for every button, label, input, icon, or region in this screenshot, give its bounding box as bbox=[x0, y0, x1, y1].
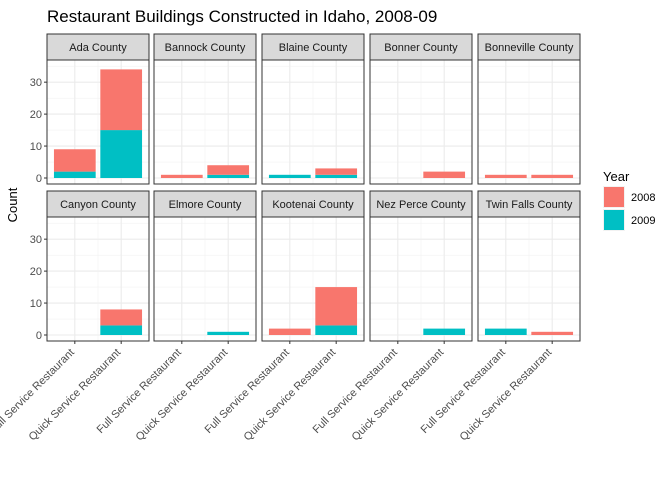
bar-2009 bbox=[268, 174, 311, 178]
legend-swatch-2008 bbox=[604, 187, 624, 207]
panel-border bbox=[369, 59, 473, 185]
facet-strip bbox=[46, 33, 150, 61]
y-tick-label: 20 bbox=[30, 266, 42, 278]
bar-2009 bbox=[315, 325, 358, 335]
bar-2009 bbox=[100, 130, 143, 178]
bar-2008 bbox=[315, 168, 358, 175]
facet-strip bbox=[261, 190, 365, 218]
y-tick-label: 20 bbox=[30, 109, 42, 121]
y-tick-label: 30 bbox=[30, 77, 42, 89]
bar-2009 bbox=[484, 328, 527, 335]
bar-2008 bbox=[423, 171, 466, 178]
legend: Year 2008 2009 bbox=[603, 169, 655, 231]
facet-strip-label: Bannock County bbox=[165, 42, 246, 54]
panel-border bbox=[477, 216, 581, 342]
facet-strip-label: Twin Falls County bbox=[486, 199, 573, 211]
bar-2009 bbox=[100, 325, 143, 335]
facet-ada-county: Ada County 0 10 20 30 bbox=[30, 33, 150, 185]
y-tick-label: 30 bbox=[30, 234, 42, 246]
chart-title: Restaurant Buildings Constructed in Idah… bbox=[47, 7, 437, 26]
facet-strip bbox=[46, 190, 150, 218]
facet-strip-label: Nez Perce County bbox=[376, 199, 466, 211]
panel-border bbox=[153, 216, 257, 342]
y-axis-title: Count bbox=[5, 187, 20, 222]
legend-label-2009: 2009 bbox=[631, 215, 655, 227]
panel-border bbox=[261, 59, 365, 185]
bar-2008 bbox=[100, 69, 143, 131]
facet-strip-label: Kootenai County bbox=[272, 199, 354, 211]
bar-2008 bbox=[207, 165, 250, 175]
facet-strip bbox=[369, 33, 473, 61]
x-tick-label: Quick Service Restaurant bbox=[458, 347, 555, 444]
panel-border bbox=[46, 59, 150, 185]
y-tick-label: 0 bbox=[36, 330, 42, 342]
facet-bonner-county: Bonner County bbox=[369, 33, 473, 185]
bar-2009 bbox=[207, 331, 250, 335]
facet-strip-label: Ada County bbox=[69, 42, 127, 54]
bar-2009 bbox=[53, 171, 96, 178]
facet-strip bbox=[477, 33, 581, 61]
legend-swatch-2009 bbox=[604, 210, 624, 230]
bar-2008 bbox=[484, 174, 527, 178]
bar-2008 bbox=[268, 328, 311, 335]
panel-border bbox=[46, 216, 150, 342]
facet-strip-label: Bonner County bbox=[384, 42, 458, 54]
bar-2009 bbox=[423, 328, 466, 335]
facet-bonneville-county: Bonneville County bbox=[477, 33, 581, 185]
panel-border bbox=[369, 216, 473, 342]
facet-strip bbox=[153, 33, 257, 61]
y-tick-label: 10 bbox=[30, 298, 42, 310]
facet-strip bbox=[369, 190, 473, 218]
facet-strip-label: Blaine County bbox=[279, 42, 348, 54]
bar-2008 bbox=[531, 174, 574, 178]
facet-bannock-county: Bannock County bbox=[153, 33, 257, 185]
bar-2008 bbox=[100, 309, 143, 326]
panel-border bbox=[153, 59, 257, 185]
panel-border bbox=[477, 59, 581, 185]
facet-blaine-county: Blaine County bbox=[261, 33, 365, 185]
legend-title: Year bbox=[603, 169, 630, 184]
bar-2008 bbox=[315, 287, 358, 326]
facet-strip bbox=[261, 33, 365, 61]
panel-border bbox=[261, 216, 365, 342]
legend-label-2008: 2008 bbox=[631, 192, 655, 204]
facet-strip-label: Elmore County bbox=[169, 199, 242, 211]
y-tick-label: 10 bbox=[30, 141, 42, 153]
bar-2009 bbox=[207, 174, 250, 178]
y-tick-label: 0 bbox=[36, 173, 42, 185]
bar-2008 bbox=[53, 149, 96, 172]
facet-panels: Ada County 0 10 20 30 Bannock County Blaine Co… bbox=[0, 33, 581, 444]
bar-2009 bbox=[315, 174, 358, 178]
facet-strip-label: Canyon County bbox=[60, 199, 136, 211]
facet-strip-label: Bonneville County bbox=[485, 42, 574, 54]
bar-2008 bbox=[160, 174, 203, 178]
facet-strip bbox=[477, 190, 581, 218]
bar-2008 bbox=[531, 331, 574, 335]
